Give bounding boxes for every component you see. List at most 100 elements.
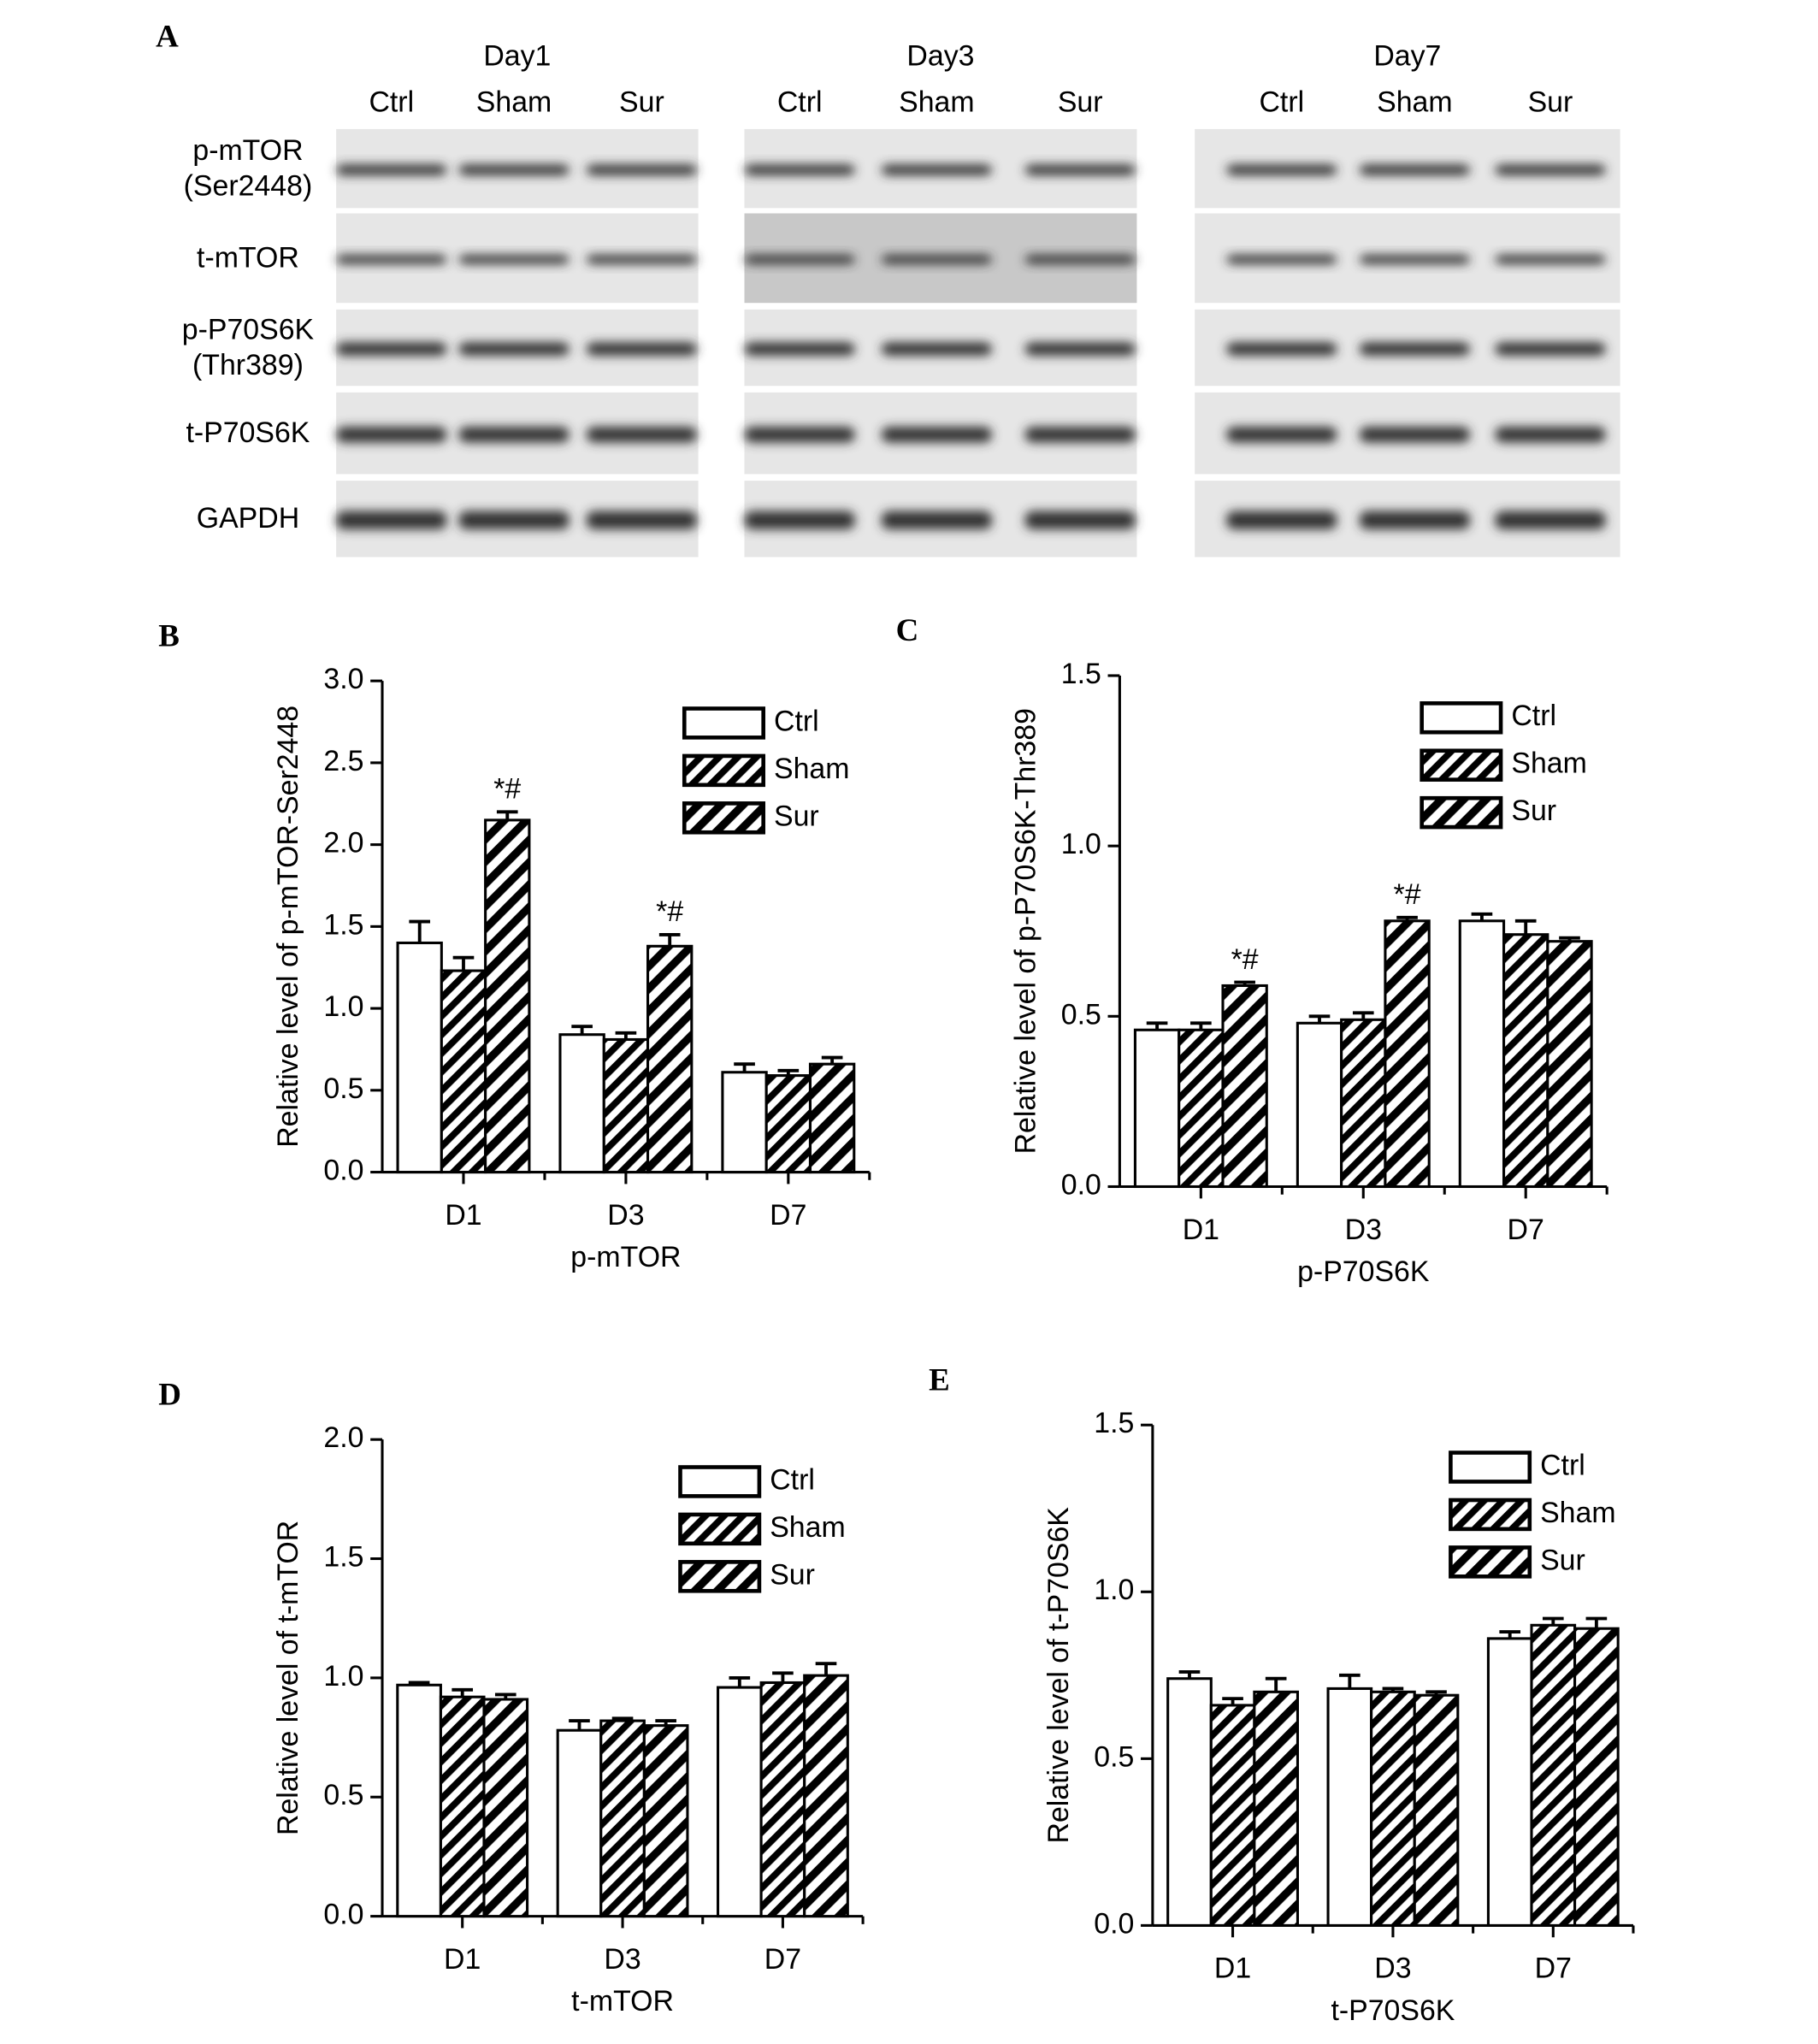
error-bar [729,1675,751,1688]
blot-band [744,342,855,356]
y-tick-label: 0.0 [1061,1168,1101,1201]
blot-band [1359,342,1471,356]
lane-label: Sur [1058,86,1103,119]
error-bar [615,1031,637,1040]
blot-band [1226,164,1337,175]
legend-swatch [1449,1545,1532,1579]
error-bar [571,1025,593,1035]
blot-band [1226,511,1337,530]
bar [803,1674,849,1918]
blot-band [458,426,570,443]
bar [646,944,694,1174]
y-tick-label: 2.0 [323,827,363,860]
blot-band [1024,342,1136,356]
bar [396,941,443,1174]
x-tick-label: D7 [1535,1952,1572,1985]
error-bar [452,955,475,972]
blot-band [881,511,993,530]
bar [1326,1687,1373,1927]
error-bar [569,1719,590,1731]
error-bar [1425,1690,1447,1696]
legend-swatch [678,1465,762,1498]
error-bar [1308,1014,1331,1024]
y-tick-label: 0.0 [323,1899,363,1931]
panel-label: C [896,612,919,647]
bar [1209,1704,1256,1927]
bar [558,1033,605,1174]
legend-swatch [1449,1498,1532,1532]
lane-label: Sham [476,86,552,119]
bar [1486,1637,1533,1927]
bar [1296,1021,1343,1189]
blot-band [881,342,993,356]
lane-label: Sur [619,86,664,119]
blot-band [1024,164,1136,175]
blot-band [744,511,855,530]
x-tick-label: D3 [604,1943,640,1976]
legend-label: Sham [1540,1497,1615,1529]
y-tick-label: 1.0 [323,990,363,1023]
blot-band [458,511,570,530]
blot-band [1359,511,1471,530]
protein-label: t-mTOR [197,241,299,274]
blot-band [1226,342,1337,356]
bar [1340,1018,1387,1189]
legend-label: Sur [774,800,819,832]
bar [1546,940,1593,1189]
blot-band [336,254,447,264]
y-tick-label: 0.5 [1094,1740,1134,1773]
error-bar [1514,919,1537,935]
x-tick-label: D1 [445,1199,481,1232]
panel-label: E [929,1362,950,1397]
error-bar [1471,912,1493,921]
y-axis-label: Relative level of t-P70S6K [1042,1507,1075,1844]
legend-swatch [1449,1450,1532,1484]
y-axis-label: Relative level of p-P70S6K-Thr389 [1010,708,1042,1154]
blot-band [586,426,698,443]
bar [1502,933,1549,1189]
error-bar [1339,1673,1361,1689]
y-tick-label: 1.5 [1094,1407,1134,1439]
error-bar [1542,1616,1564,1626]
bar [808,1062,856,1174]
error-bar [1222,1697,1243,1705]
error-bar [1585,1616,1608,1629]
protein-label: (Thr389) [192,349,304,381]
blot-band [1024,254,1136,264]
bar [440,969,487,1174]
blot-band [458,254,570,264]
bar [759,1681,806,1918]
x-tick-label: D1 [1214,1952,1251,1985]
bar [642,1724,689,1918]
bar [1221,984,1268,1189]
legend-swatch [678,1512,762,1546]
legend-label: Sur [770,1558,815,1591]
legend-swatch [678,1560,762,1593]
bar [1133,1028,1181,1189]
blot-band [744,426,855,443]
blot-band [336,511,447,530]
x-axis-label: t-mTOR [571,1985,674,2017]
error-bar [1396,915,1418,921]
error-bar [658,933,681,947]
x-tick-label: D1 [1183,1214,1219,1246]
error-bar [1178,1669,1201,1679]
error-bar [409,919,431,943]
y-tick-label: 0.0 [323,1155,363,1187]
y-tick-label: 0.0 [1094,1907,1134,1940]
x-axis-label: t-P70S6K [1331,1994,1455,2027]
error-bar [496,810,518,820]
blot-band [1495,342,1606,356]
blot-band [881,164,993,175]
blot-band [586,342,698,356]
legend-label: Sham [770,1511,845,1544]
error-bar [611,1716,634,1722]
legend-swatch [1420,795,1503,830]
bar [717,1686,763,1918]
y-tick-label: 2.0 [323,1421,363,1454]
annotation: *# [656,895,683,928]
bar [1178,1028,1225,1189]
y-tick-label: 1.5 [323,1540,363,1573]
blot-band [1495,254,1606,264]
